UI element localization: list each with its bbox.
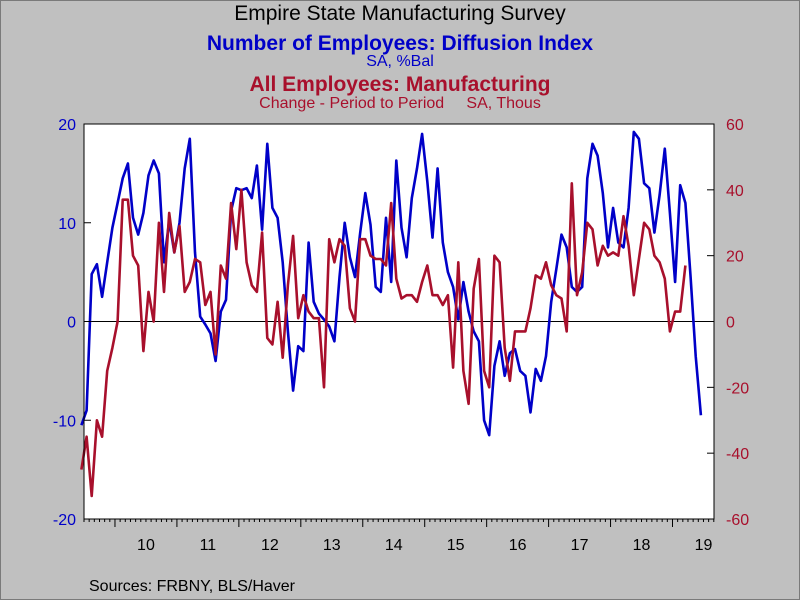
left-series-title: Number of Employees: Diffusion Index bbox=[206, 32, 594, 55]
right-axis-tick-label: -60 bbox=[726, 512, 749, 529]
sources-note: Sources: FRBNY, BLS/Haver bbox=[89, 578, 296, 595]
right-axis-tick-label: -20 bbox=[726, 380, 749, 397]
diffusion-index-line bbox=[80, 130, 703, 437]
x-tick-label: 19 bbox=[695, 537, 713, 554]
x-tick-label: 15 bbox=[447, 537, 465, 554]
x-tick-label: 17 bbox=[571, 537, 589, 554]
x-tick-label: 12 bbox=[261, 537, 279, 554]
x-tick-label: 16 bbox=[509, 537, 527, 554]
chart-title: Empire State Manufacturing Survey bbox=[234, 2, 566, 25]
right-series-title: All Employees: Manufacturing bbox=[249, 73, 551, 96]
right-axis-tick-label: 40 bbox=[726, 183, 744, 200]
x-tick-label: 10 bbox=[137, 537, 155, 554]
x-tick-label: 18 bbox=[633, 537, 651, 554]
right-axis-tick-label: 0 bbox=[726, 315, 735, 332]
left-axis-tick-label: 0 bbox=[67, 315, 76, 332]
right-axis-tick-label: 60 bbox=[726, 117, 744, 134]
left-axis-tick-label: 10 bbox=[58, 216, 76, 233]
right-series-units: Change - Period to Period SA, Thous bbox=[259, 95, 541, 112]
left-axis-tick-label: 20 bbox=[58, 117, 76, 134]
x-tick-label: 14 bbox=[385, 537, 403, 554]
right-axis-tick-label: 20 bbox=[726, 249, 744, 266]
manufacturing-employment-line bbox=[80, 182, 687, 498]
left-axis-tick-label: -10 bbox=[53, 413, 76, 430]
left-series-units: SA, %Bal bbox=[366, 53, 434, 70]
right-axis-tick-label: -40 bbox=[726, 446, 749, 463]
x-tick-label: 13 bbox=[323, 537, 341, 554]
left-axis-tick-label: -20 bbox=[53, 512, 76, 529]
x-tick-label: 11 bbox=[200, 537, 217, 554]
